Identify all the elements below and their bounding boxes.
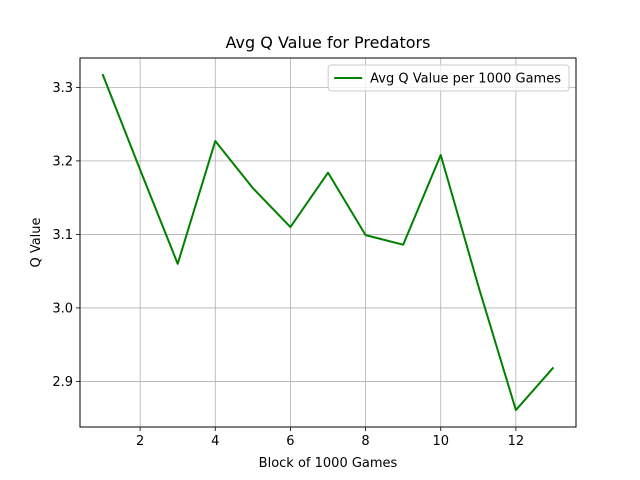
plot-frame [79, 57, 577, 428]
chart-title: Avg Q Value for Predators [226, 33, 431, 52]
y-tick-label: 3.0 [52, 301, 73, 316]
x-tick-label: 10 [432, 434, 449, 449]
x-tick-label: 6 [286, 434, 294, 449]
legend: Avg Q Value per 1000 Games [327, 64, 570, 92]
x-tick-label: 4 [211, 434, 219, 449]
y-tick-label: 2.9 [52, 375, 73, 390]
y-tick-label: 3.3 [52, 81, 73, 96]
x-tick-label: 12 [508, 434, 525, 449]
legend-entry-label: Avg Q Value per 1000 Games [370, 72, 561, 87]
x-tick-label: 2 [136, 434, 144, 449]
x-axis-label: Block of 1000 Games [259, 456, 398, 471]
y-tick-label: 3.2 [52, 154, 73, 169]
y-tick-label: 3.1 [52, 228, 73, 243]
axis-ticks: 2 4 6 8 10 12 2.9 3.0 3.1 3.2 3.3 [52, 81, 524, 449]
y-axis-label: Q Value [29, 217, 44, 267]
x-tick-label: 8 [361, 434, 369, 449]
series-line [101, 73, 555, 412]
legend-box [327, 64, 570, 92]
series-layer [101, 73, 555, 412]
